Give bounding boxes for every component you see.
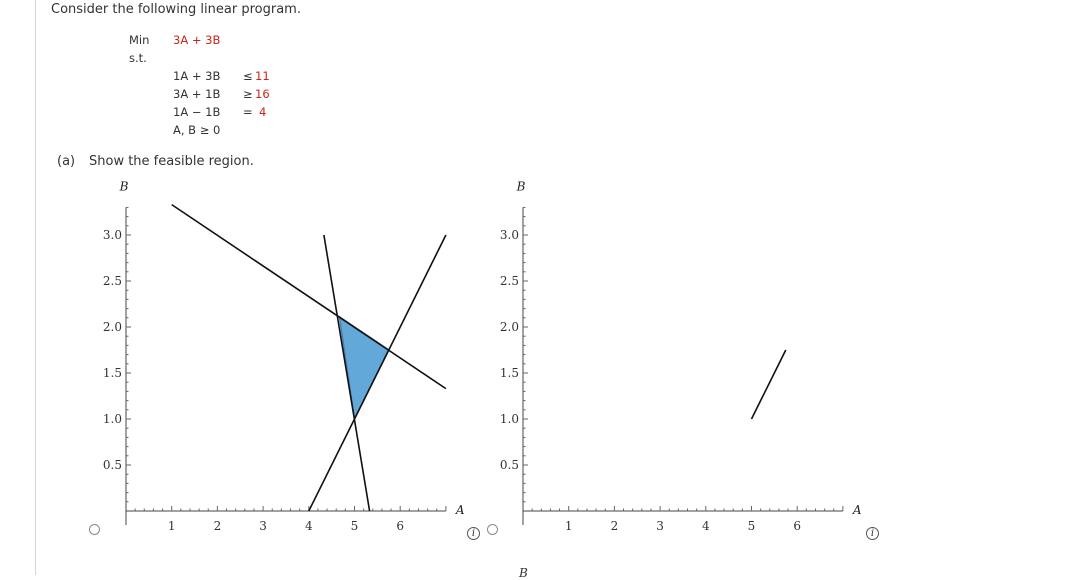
x-tick-label: 2	[611, 519, 619, 533]
x-tick-label: 1	[168, 519, 176, 533]
y-tick-label: 0.5	[103, 458, 122, 472]
y-tick-label: 2.5	[103, 274, 122, 288]
part-a-marker: (a)	[57, 154, 76, 169]
y-tick-label: 2.0	[103, 320, 122, 334]
subject-to-label: s.t.	[129, 51, 147, 65]
x-tick-label: 6	[396, 519, 404, 533]
constraint-1: 1A + 3B ≤11	[173, 69, 270, 83]
info-icon[interactable]: i	[467, 527, 480, 540]
part-a-prompt: Show the feasible region.	[89, 154, 254, 169]
nonnegativity-constraint: A, B ≥ 0	[173, 123, 221, 137]
y-tick-label: 1.5	[103, 366, 122, 380]
constraint-2: 3A + 1B ≥16	[173, 87, 270, 101]
y-tick-label: 3.0	[500, 228, 519, 242]
y-tick-label: 1.0	[500, 412, 519, 426]
x-tick-label: 4	[702, 519, 710, 533]
y-tick-label: 3.0	[103, 228, 122, 242]
x-tick-label: 1	[565, 519, 573, 533]
left-border	[35, 0, 36, 575]
y-axis-label: B	[119, 179, 129, 193]
x-tick-label: 5	[351, 519, 359, 533]
x-tick-label: 4	[305, 519, 313, 533]
y-tick-label: 1.5	[500, 366, 519, 380]
y-tick-label: 2.0	[500, 320, 519, 334]
x-tick-label: 3	[259, 519, 267, 533]
y-axis-label: B	[516, 179, 526, 193]
constraint-line	[323, 234, 371, 512]
x-tick-label: 6	[793, 519, 801, 533]
x-tick-label: 2	[214, 519, 222, 533]
constraint-3: 1A − 1B = 4	[173, 105, 267, 119]
x-axis-label: A	[852, 503, 862, 517]
constraint-line	[750, 349, 787, 420]
y-tick-label: 2.5	[500, 274, 519, 288]
y-tick-label: 0.5	[500, 458, 519, 472]
y-tick-label: 1.0	[103, 412, 122, 426]
graph-option-1-radio[interactable]	[89, 524, 100, 535]
x-tick-label: 3	[656, 519, 664, 533]
x-axis-label: A	[455, 503, 465, 517]
question-intro: Consider the following linear program.	[51, 2, 301, 17]
objective-label: Min	[129, 33, 150, 47]
next-graph-axis-label: B	[519, 566, 528, 580]
x-tick-label: 5	[748, 519, 756, 533]
graph-option-2-radio[interactable]	[487, 524, 498, 535]
constraint-line	[308, 234, 447, 512]
constraint-line	[171, 203, 447, 390]
objective-expression: 3A + 3B	[173, 33, 221, 47]
info-icon[interactable]: i	[866, 527, 879, 540]
